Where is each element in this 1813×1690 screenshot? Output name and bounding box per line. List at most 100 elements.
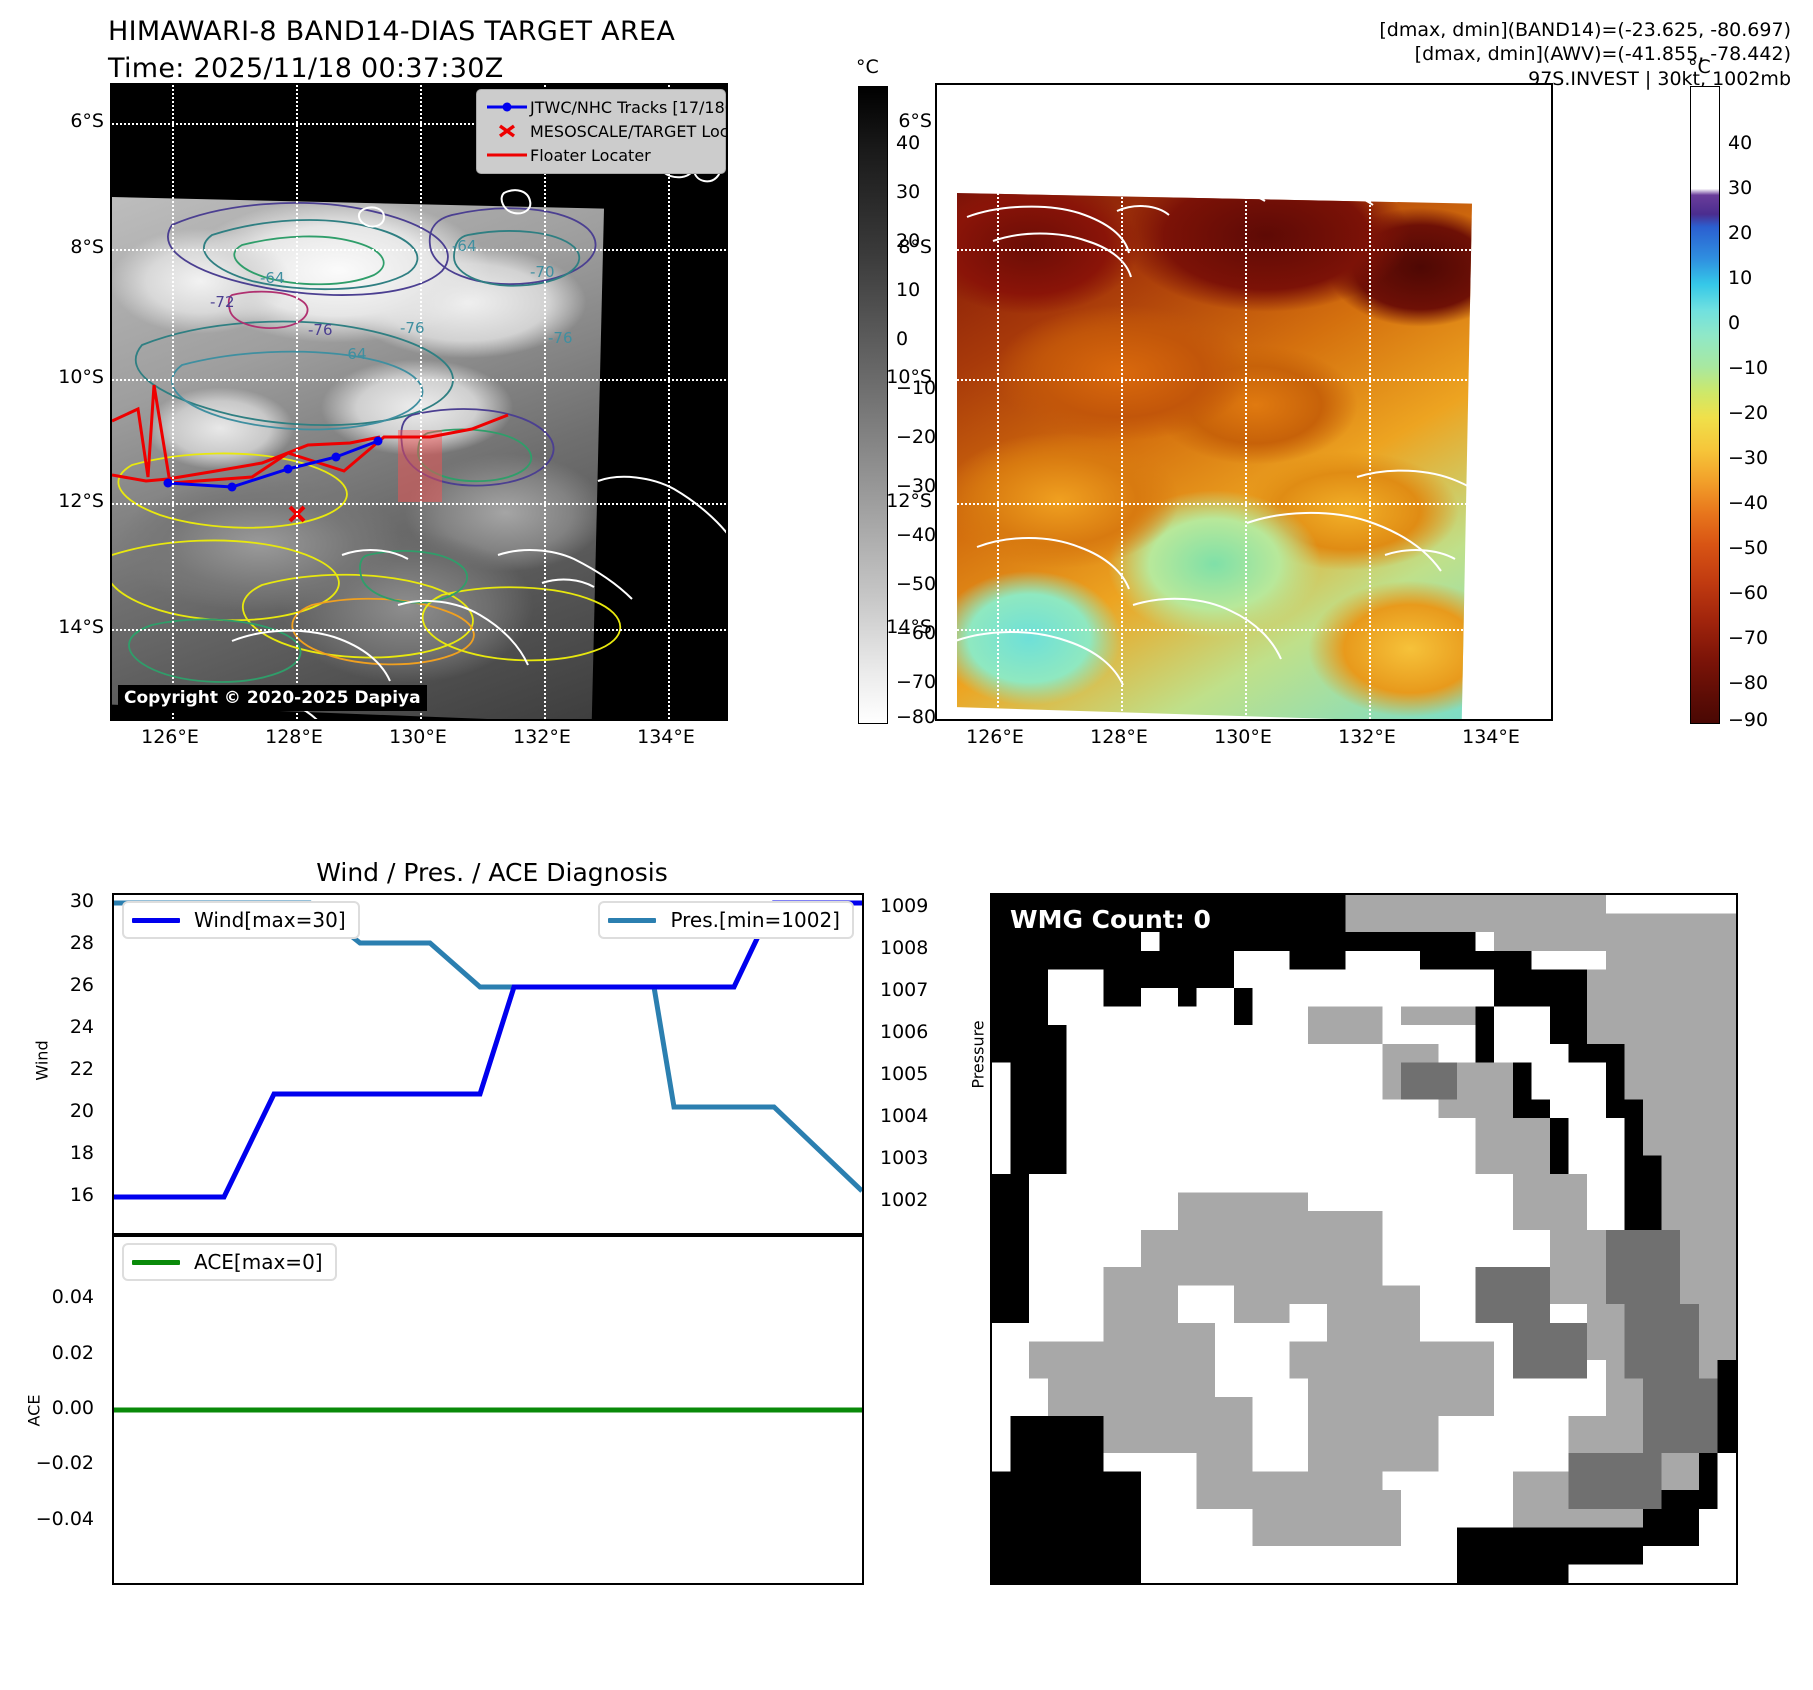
awv-water-vapor-imagery (957, 193, 1472, 719)
pres-ytick: 1003 (880, 1147, 929, 1169)
gridline-lon-134 (668, 85, 670, 719)
dmax-awv-text: [dmax, dmin](AWV)=(-41.855, -78.442) (1414, 43, 1791, 66)
ir-xtick: 134°E (637, 726, 695, 748)
awv-xtick: 130°E (1214, 726, 1272, 748)
legend-item-floater: Floater Locater (484, 143, 718, 167)
awv-ytick: 14°S (886, 616, 932, 638)
legend-item-tracks: JTWC/NHC Tracks [17/1800Z] (484, 95, 726, 119)
gridline-lat-12s (937, 503, 1551, 505)
ir-map-legend: JTWC/NHC Tracks [17/1800Z] MESOSCALE/TAR… (476, 89, 726, 174)
awv-cbar-tick: −30 (1728, 447, 1769, 469)
pressure-series-line (114, 900, 862, 1193)
contour-label: -64 (452, 237, 477, 255)
awv-satellite-map[interactable] (935, 83, 1553, 721)
ir-colorbar[interactable]: °C 40 30 20 10 0 −10 −20 −30 −40 −50 −60… (856, 56, 936, 728)
awv-cbar-tick: 0 (1728, 312, 1741, 334)
awv-cbar-tick: −80 (1728, 672, 1769, 694)
gridline-lon-126 (172, 85, 174, 719)
pres-ytick: 1007 (880, 979, 929, 1001)
ir-colorbar-gradient: 40 30 20 10 0 −10 −20 −30 −40 −50 −60 −7… (858, 86, 936, 728)
floater-locater-track (112, 384, 509, 523)
ir-ytick: 6°S (70, 110, 104, 132)
pres-ytick: 1004 (880, 1105, 929, 1127)
awv-colorbar-unit: °C (1688, 56, 1711, 78)
red-x-marker-icon (484, 123, 530, 139)
ir-cbar-tick: −40 (896, 524, 937, 546)
ir-cbar-tick: 20 (896, 230, 921, 252)
legend-item-mesoscale: MESOSCALE/TARGET Location (484, 119, 726, 143)
awv-ytick: 12°S (886, 490, 932, 512)
awv-xtick: 132°E (1338, 726, 1396, 748)
awv-cbar-tick: −90 (1728, 709, 1769, 731)
wind-axis-title: Wind (32, 1040, 52, 1081)
gridline-lat-8s (112, 249, 726, 251)
gridline-lat-14s (112, 629, 726, 631)
ir-satellite-map[interactable]: -64 -64 -70 -72 -76 -76 -64 -76 JTWC/NHC… (110, 83, 728, 721)
gridline-lat-14s (937, 629, 1551, 631)
ace-ytick: −0.02 (35, 1452, 94, 1474)
awv-cbar-tick: −10 (1728, 357, 1769, 379)
awv-cbar-tick: −20 (1728, 402, 1769, 424)
awv-cbar-tick: 40 (1728, 132, 1753, 154)
awv-colorbar[interactable]: °C 40 30 20 10 0 −10 −20 −30 −40 −50 −60… (1688, 56, 1770, 731)
ir-cbar-tick: −80 (896, 706, 937, 728)
ace-ytick: 0.00 (51, 1397, 94, 1419)
wmg-count-label: WMG Count: 0 (1010, 905, 1211, 934)
contour-label: -76 (400, 319, 425, 337)
awv-cbar-tick: 20 (1728, 222, 1753, 244)
pressure-legend-swatch (608, 917, 657, 923)
contour-label: -76 (548, 329, 573, 347)
pres-ytick: 1002 (880, 1189, 929, 1211)
gridline-lat-12s (112, 503, 726, 505)
awv-xtick: 134°E (1462, 726, 1520, 748)
gridline-lon-130 (420, 85, 422, 719)
storm-info-text: 97S.INVEST | 30kt, 1002mb (1528, 67, 1791, 90)
ir-xtick: 126°E (141, 726, 199, 748)
gridline-lon-132 (1369, 85, 1371, 719)
pressure-legend-label: Pres.[min=1002] (670, 908, 840, 932)
copyright-text: Copyright © 2020-2025 Dapiya (118, 685, 427, 711)
pres-ytick: 1005 (880, 1063, 929, 1085)
gridline-lat-10s (937, 379, 1551, 381)
pressure-legend: Pres.[min=1002] (598, 901, 854, 939)
title-text: HIMAWARI-8 BAND14-DIAS TARGET AREA (108, 16, 676, 47)
ir-cbar-tick: −10 (896, 377, 937, 399)
ir-colorbar-unit: °C (856, 56, 879, 78)
gridline-lon-130 (1245, 85, 1247, 719)
awv-cbar-tick: −40 (1728, 492, 1769, 514)
ir-ytick: 12°S (58, 490, 104, 512)
wind-series-line (114, 900, 862, 1200)
legend-label-mesoscale: MESOSCALE/TARGET Location (530, 121, 728, 141)
awv-y-axis: 6°S 8°S 10°S 12°S 14°S (828, 83, 932, 721)
wmg-count-map[interactable]: WMG Count: 0 (990, 893, 1738, 1585)
ir-y-axis: 6°S 8°S 10°S 12°S 14°S (0, 83, 104, 721)
wind-ytick: 20 (69, 1100, 94, 1122)
wind-legend-swatch (132, 917, 180, 923)
ir-xtick: 128°E (265, 726, 323, 748)
wind-legend-label: Wind[max=30] (194, 908, 346, 932)
page-title: HIMAWARI-8 BAND14-DIAS TARGET AREA Time:… (108, 16, 868, 84)
ir-cbar-tick: 40 (896, 132, 921, 154)
ir-ytick: 8°S (70, 236, 104, 258)
contour-label: -76 (308, 321, 333, 339)
wmg-blocky-grid (992, 895, 1736, 1584)
awv-x-axis: 126°E 128°E 130°E 132°E 134°E (935, 726, 1553, 756)
header-info: [dmax, dmin](BAND14)=(-23.625, -80.697) … (1379, 18, 1791, 91)
ir-ytick: 14°S (58, 616, 104, 638)
awv-xtick: 126°E (966, 726, 1024, 748)
ace-chart[interactable]: ACE[max=0] (112, 1235, 864, 1585)
pres-ytick: 1008 (880, 937, 929, 959)
gridline-lon-128 (1121, 85, 1123, 719)
ace-ytick: 0.02 (51, 1342, 94, 1364)
wind-pressure-chart[interactable]: Wind[max=30] Pres.[min=1002] (112, 893, 864, 1235)
ir-image-area: -64 -64 -70 -72 -76 -76 -64 -76 JTWC/NHC… (112, 85, 726, 719)
legend-label-tracks: JTWC/NHC Tracks [17/1800Z] (530, 97, 726, 117)
ir-cbar-tick: −60 (896, 622, 937, 644)
ir-contours (112, 202, 622, 683)
pres-ytick: 1006 (880, 1021, 929, 1043)
ace-plot-area (114, 1407, 862, 1413)
ace-legend: ACE[max=0] (122, 1243, 337, 1281)
awv-ytick: 10°S (886, 366, 932, 388)
diagnosis-title: Wind / Pres. / ACE Diagnosis (316, 858, 668, 887)
ace-y-axis: 0.04 0.02 0.00 −0.02 −0.04 ACE (0, 1235, 108, 1585)
